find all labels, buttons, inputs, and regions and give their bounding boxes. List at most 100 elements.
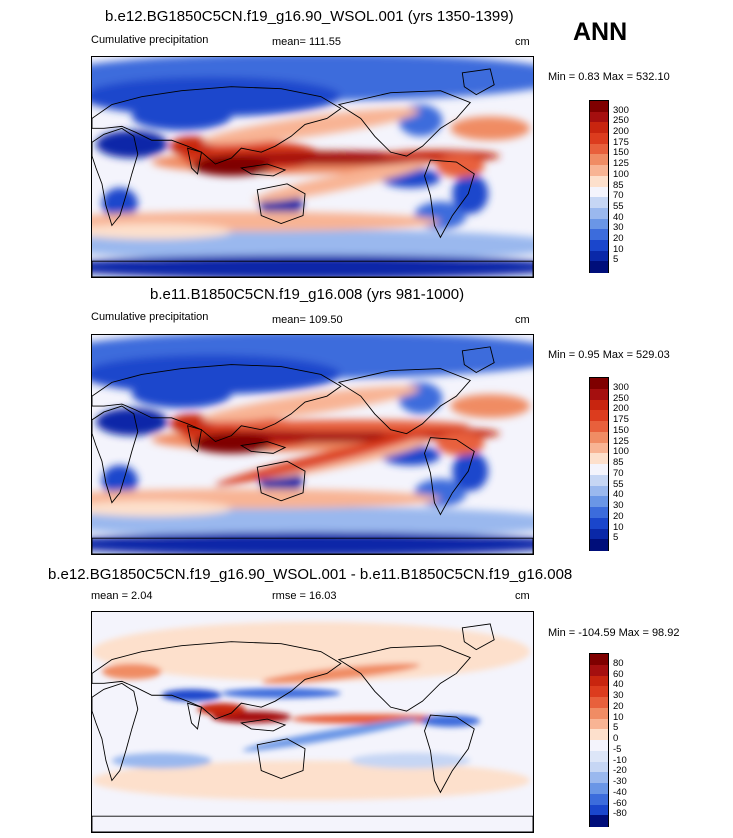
panel3-colorbar [589,653,609,827]
colorbar-segment [590,143,608,155]
colorbar-segment [590,250,608,262]
coastline-path [186,425,203,453]
colorbar-segment [590,133,608,145]
colorbar-tick-label: 100 [613,446,629,458]
colorbar-segment [590,517,608,529]
coastline-path [424,714,475,794]
coastlines [92,623,533,832]
colorbar-segment [590,165,608,177]
colorbar-tick-label: 70 [613,190,624,202]
colorbar-tick-label: 175 [613,136,629,148]
colorbar-segment [590,528,608,540]
panel3-mean-label: mean = 2.04 [91,590,153,602]
coastline-path [92,86,342,165]
colorbar-tick-label: 30 [613,690,624,701]
coastline-path [337,90,472,157]
colorbar-segment [590,229,608,241]
coastline-path [256,460,306,502]
colorbar-segment [590,239,608,252]
colorbar-segment [590,474,608,486]
coastline-path [240,718,287,732]
colorbar-segment [590,154,608,166]
colorbar-segment [590,378,608,390]
colorbar-tick-label: 10 [613,243,624,255]
map-field [92,335,533,554]
coastlines [92,68,533,277]
panel2-map [91,334,534,555]
panel1-units: cm [515,36,530,48]
colorbar-tick-label: 70 [613,467,624,479]
colorbar-segment [590,101,608,113]
colorbar-tick-label: 80 [613,657,624,669]
coastline-path [461,68,495,96]
colorbar-segment [590,772,608,784]
panel2-units: cm [515,314,530,326]
colorbar-tick-label: 30 [613,500,624,511]
coastline-path [92,260,533,277]
colorbar-segment [590,815,608,827]
colorbar-tick-label: 5 [613,722,619,734]
colorbar-segment [590,388,608,400]
colorbar-segment [590,186,608,198]
coastline-path [256,183,306,224]
season-label: ANN [573,18,628,46]
panel1-minmax: Min = 0.83 Max = 532.10 [548,71,670,83]
colorbar-segment [590,697,608,709]
coastline-path [424,437,475,516]
panel2-colorbar [589,377,609,551]
panel2-variable-label: Cumulative precipitation [91,311,209,323]
colorbar-segment [590,783,608,795]
panel2-minmax: Min = 0.95 Max = 529.03 [548,349,670,361]
coastline-path [92,405,139,504]
colorbar-tick-label: 30 [613,222,624,234]
coastline-path [92,364,342,443]
panel1-map [91,56,534,278]
colorbar-tick-label: -10 [613,754,627,766]
coastline-path [240,163,287,177]
colorbar-segment [590,707,608,719]
panel3-map [91,611,534,833]
colorbar-tick-label: 200 [613,403,629,415]
colorbar-tick-label: 60 [613,668,624,680]
coastline-path [461,346,495,374]
colorbar-tick-label: 300 [613,104,629,116]
colorbar-segment [590,399,608,411]
coastline-path [92,641,342,720]
colorbar-tick-label: 250 [613,115,629,127]
coastline-path [92,815,533,832]
colorbar-tick-label: 175 [613,414,629,425]
colorbar-tick-label: 125 [613,158,629,170]
colorbar-segment [590,539,608,551]
panel1-title: b.e12.BG1850C5CN.f19_g16.90_WSOL.001 (yr… [105,8,514,25]
colorbar-segment [590,442,608,454]
coastline-path [92,127,139,227]
colorbar-tick-label: 150 [613,147,629,159]
colorbar-segment [590,464,608,476]
colorbar-tick-label: -60 [613,797,627,809]
colorbar-segment [590,750,608,762]
panel2-mean-label: mean= 109.50 [272,314,343,326]
panel3-minmax: Min = -104.59 Max = 98.92 [548,627,680,639]
coastline-path [461,623,495,651]
colorbar-segment [590,207,608,220]
colorbar-tick-label: 40 [613,489,624,501]
colorbar-tick-label: 20 [613,232,624,244]
colorbar-tick-label: 5 [613,532,619,544]
colorbar-tick-label: 200 [613,126,629,138]
panel1-mean-label: mean= 111.55 [272,36,342,48]
colorbar-tick-label: 5 [613,254,619,266]
colorbar-segment [590,410,608,422]
colorbar-tick-label: 85 [613,457,624,468]
colorbar-segment [590,261,608,273]
map-field [92,57,533,277]
colorbar-tick-label: -80 [613,808,627,820]
coastline-path [337,645,472,712]
colorbar-tick-label: 55 [613,200,624,212]
coastline-path [186,147,203,175]
coastline-path [256,738,306,779]
panel1-colorbar [589,100,609,273]
panel1-variable-label: Cumulative precipitation [91,34,209,46]
colorbar-segment [590,654,608,666]
colorbar-tick-label: 20 [613,700,624,712]
colorbar-segment [590,740,608,752]
